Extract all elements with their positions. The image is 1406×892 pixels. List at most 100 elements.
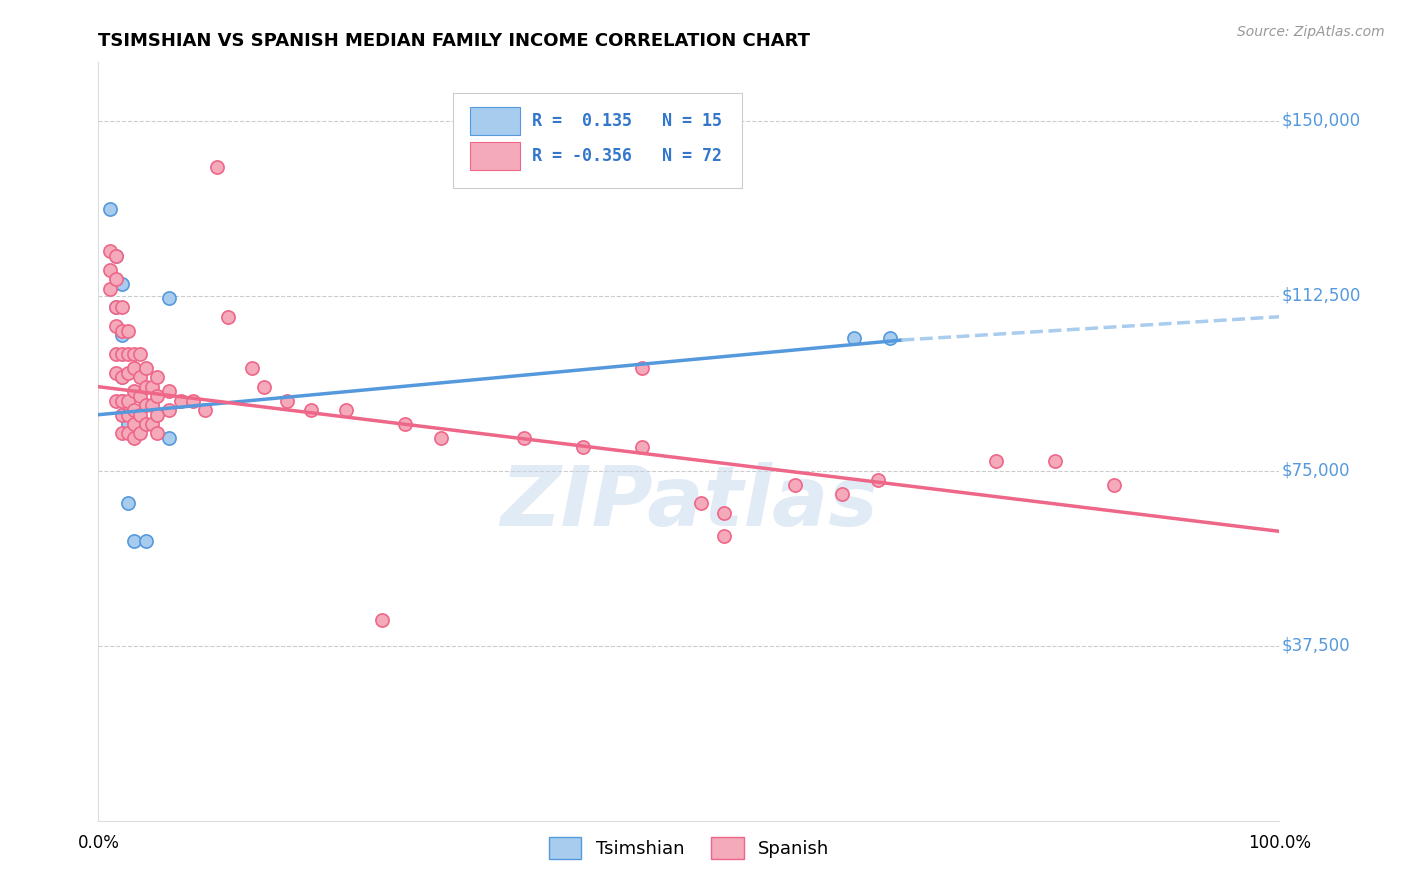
Point — [157, 431, 180, 445]
Point — [105, 347, 128, 361]
Point — [98, 202, 121, 217]
Point — [111, 328, 134, 343]
Point — [276, 393, 298, 408]
Point — [105, 272, 128, 286]
Point — [122, 361, 145, 376]
Point — [105, 366, 128, 380]
Point — [122, 417, 145, 431]
Point — [571, 441, 593, 455]
Point — [111, 393, 134, 408]
Point — [122, 384, 145, 399]
Text: R = -0.356   N = 72: R = -0.356 N = 72 — [531, 146, 721, 165]
Point — [105, 301, 128, 315]
Point — [785, 477, 807, 491]
Text: Source: ZipAtlas.com: Source: ZipAtlas.com — [1237, 25, 1385, 39]
Point — [831, 487, 853, 501]
Legend: Tsimshian, Spanish: Tsimshian, Spanish — [540, 829, 838, 869]
Point — [117, 417, 139, 431]
Point — [157, 384, 180, 399]
FancyBboxPatch shape — [453, 93, 742, 187]
Point — [111, 370, 134, 384]
Point — [111, 408, 134, 422]
Text: ZIPatlas: ZIPatlas — [501, 462, 877, 542]
Point — [111, 347, 134, 361]
Point — [713, 529, 735, 543]
Text: $112,500: $112,500 — [1282, 286, 1361, 305]
Point — [128, 347, 150, 361]
Point — [105, 301, 128, 315]
Point — [1043, 454, 1066, 468]
Point — [135, 380, 157, 394]
Point — [105, 319, 128, 334]
Point — [181, 393, 204, 408]
Text: $150,000: $150,000 — [1282, 112, 1361, 129]
Point — [105, 393, 128, 408]
Point — [194, 403, 217, 417]
Point — [512, 431, 534, 445]
Point — [713, 506, 735, 520]
Point — [117, 408, 139, 422]
Point — [117, 347, 139, 361]
Point — [98, 263, 121, 277]
Point — [135, 398, 157, 412]
Point — [630, 361, 652, 376]
Point — [217, 310, 239, 324]
Point — [117, 366, 139, 380]
Point — [141, 380, 163, 394]
Text: R =  0.135   N = 15: R = 0.135 N = 15 — [531, 112, 721, 130]
Point — [111, 324, 134, 338]
Point — [111, 277, 134, 291]
Point — [122, 347, 145, 361]
Point — [111, 393, 134, 408]
Point — [879, 331, 901, 345]
Point — [128, 370, 150, 384]
Point — [430, 431, 453, 445]
Point — [122, 431, 145, 445]
Point — [299, 403, 322, 417]
Point — [689, 496, 711, 510]
Point — [146, 370, 169, 384]
Point — [135, 417, 157, 431]
Point — [146, 389, 169, 403]
Point — [111, 370, 134, 384]
Point — [117, 496, 139, 510]
Point — [371, 613, 394, 627]
Point — [844, 331, 866, 345]
FancyBboxPatch shape — [471, 107, 520, 135]
Point — [111, 426, 134, 441]
Point — [240, 361, 263, 376]
Point — [135, 361, 157, 376]
Text: $75,000: $75,000 — [1282, 462, 1350, 480]
Text: $37,500: $37,500 — [1282, 637, 1350, 655]
Point — [157, 291, 180, 305]
Point — [98, 244, 121, 259]
Point — [128, 408, 150, 422]
Point — [111, 301, 134, 315]
Point — [98, 282, 121, 296]
Point — [117, 393, 139, 408]
Point — [122, 533, 145, 548]
Text: TSIMSHIAN VS SPANISH MEDIAN FAMILY INCOME CORRELATION CHART: TSIMSHIAN VS SPANISH MEDIAN FAMILY INCOM… — [98, 32, 810, 50]
Point — [1102, 477, 1125, 491]
Point — [253, 380, 276, 394]
Point — [335, 403, 357, 417]
Point — [141, 398, 163, 412]
Point — [105, 249, 128, 263]
Point — [157, 403, 180, 417]
Point — [117, 426, 139, 441]
Point — [205, 161, 228, 175]
Point — [128, 389, 150, 403]
Point — [170, 393, 193, 408]
Point — [117, 324, 139, 338]
Point — [105, 249, 128, 263]
FancyBboxPatch shape — [471, 142, 520, 169]
Point — [630, 441, 652, 455]
Point — [122, 403, 145, 417]
Point — [128, 426, 150, 441]
Point — [135, 533, 157, 548]
Point — [866, 473, 889, 487]
Point — [141, 417, 163, 431]
Point — [146, 408, 169, 422]
Point — [984, 454, 1007, 468]
Point — [146, 426, 169, 441]
